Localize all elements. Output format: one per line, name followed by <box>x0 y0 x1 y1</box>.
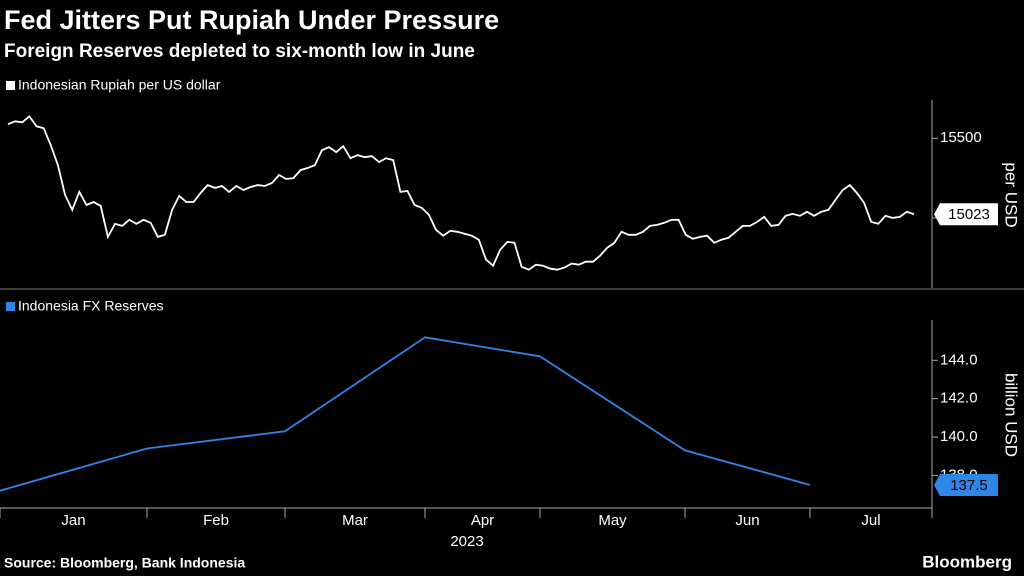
y-axis-title: per USD <box>1002 162 1021 227</box>
last-value-box <box>934 203 998 226</box>
x-sublabel: 2023 <box>450 533 483 550</box>
brand: Bloomberg <box>922 552 1012 571</box>
last-value-label: 137.5 <box>950 477 988 494</box>
last-value-label: 15023 <box>948 206 990 223</box>
source: Source: Bloomberg, Bank Indonesia <box>4 555 245 571</box>
x-tick-label: Jan <box>61 512 85 529</box>
x-tick-label: Mar <box>342 512 368 529</box>
x-tick-label: Apr <box>471 512 494 529</box>
y-tick-label: 15500 <box>940 129 982 146</box>
legend-label: Indonesia FX Reserves <box>18 298 164 314</box>
chart-title: Fed Jitters Put Rupiah Under Pressure <box>4 5 499 35</box>
x-tick-label: Jun <box>735 512 759 529</box>
last-value-box <box>934 473 998 496</box>
x-tick-label: May <box>598 512 627 529</box>
x-tick-label: Jul <box>861 512 880 529</box>
data-line <box>7 114 915 271</box>
y-axis-title: billion USD <box>1002 373 1021 457</box>
y-tick-label: 140.0 <box>940 428 978 445</box>
y-tick-label: 142.0 <box>940 390 978 407</box>
x-tick-label: Feb <box>203 512 229 529</box>
y-tick-label: 144.0 <box>940 351 978 368</box>
chart-subtitle: Foreign Reserves depleted to six-month l… <box>4 41 475 62</box>
legend-label: Indonesian Rupiah per US dollar <box>18 77 221 93</box>
legend-swatch <box>6 302 15 311</box>
legend-swatch <box>6 81 15 90</box>
data-line <box>0 336 811 492</box>
